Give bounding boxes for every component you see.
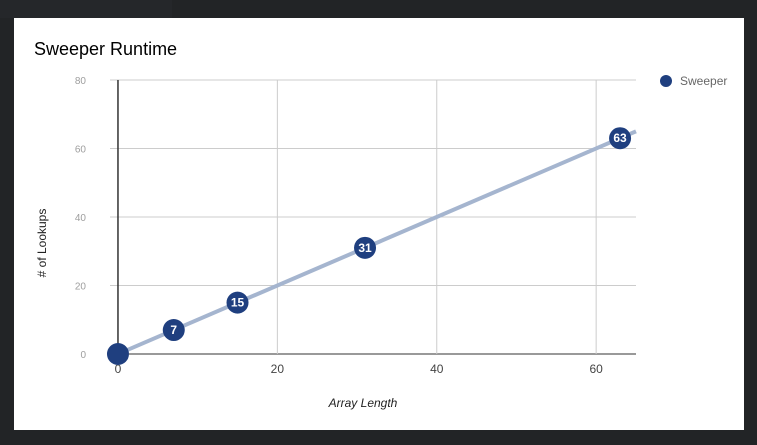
data-point-marker [106, 343, 129, 365]
x-tick-label: 60 [589, 362, 603, 376]
trendline-group [117, 129, 637, 356]
data-point: 63 [609, 127, 632, 150]
y-tick-label: 0 [80, 350, 86, 361]
data-label: 63 [613, 131, 627, 145]
gridlines [110, 79, 636, 355]
data-point: 7 [162, 319, 185, 342]
chart-svg: Sweeper Runtime 0 20 40 60 80 0 20 40 60 7 15 31 63… [34, 39, 727, 410]
background-strip [0, 0, 172, 18]
trendline [117, 129, 637, 356]
data-point-marker [226, 291, 249, 314]
data-point-marker [162, 319, 185, 342]
tick-labels: 0 20 40 60 80 0 20 40 60 [75, 76, 603, 376]
legend[interactable]: Sweeper [660, 74, 727, 88]
data-label: 15 [231, 296, 245, 310]
legend-label: Sweeper [680, 74, 727, 88]
data-point-marker [354, 236, 377, 259]
data-point: 31 [354, 236, 377, 259]
y-tick-label: 60 [75, 145, 87, 156]
x-tick-label: 40 [430, 362, 444, 376]
y-tick-label: 80 [75, 76, 87, 87]
y-axis-title: # of Lookups [35, 209, 49, 278]
data-point: 15 [226, 291, 249, 314]
legend-marker [660, 75, 672, 87]
data-points: 7 15 31 63 [106, 127, 632, 365]
data-point-marker [609, 127, 632, 150]
chart-title: Sweeper Runtime [34, 39, 177, 59]
data-point [106, 343, 129, 365]
data-label: 7 [170, 323, 177, 337]
y-tick-label: 20 [75, 282, 87, 293]
x-axis-title: Array Length [328, 396, 398, 410]
y-tick-label: 40 [75, 213, 87, 224]
x-tick-label: 0 [115, 362, 122, 376]
chart-card: Sweeper Runtime 0 20 40 60 80 0 20 40 60 7 15 31 63… [14, 18, 744, 430]
x-tick-label: 20 [271, 362, 285, 376]
data-label: 31 [358, 241, 372, 255]
